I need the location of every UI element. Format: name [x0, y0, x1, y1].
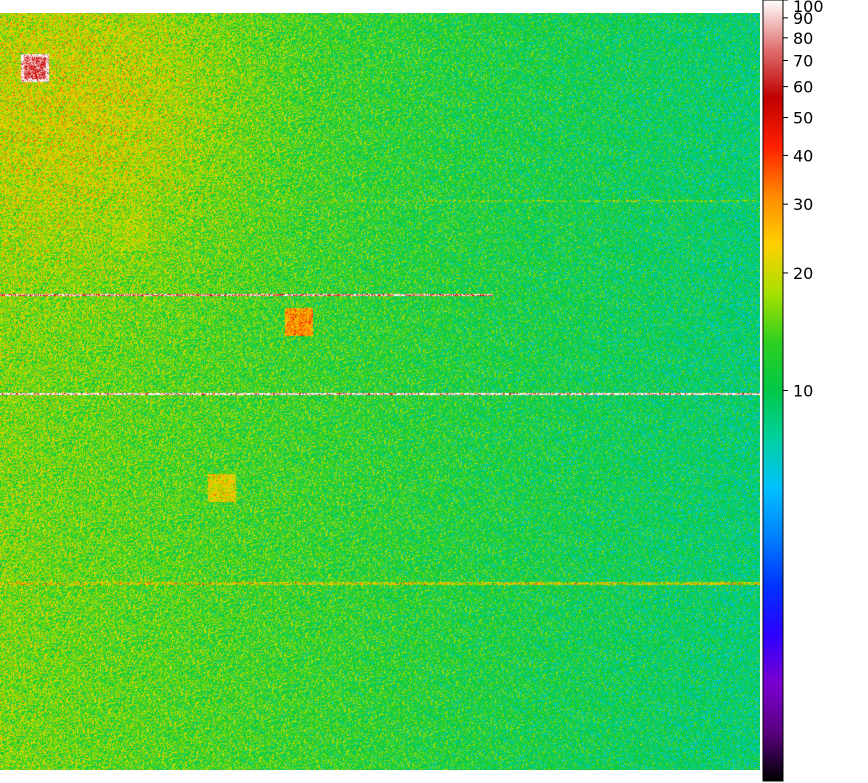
- colorbar-tick-label-70: 70: [793, 51, 813, 70]
- colorbar-tick-label-20: 20: [793, 264, 813, 283]
- colorbar-gradient: [762, 0, 784, 782]
- colorbar-tick-label-40: 40: [793, 146, 813, 165]
- colorbar-tick-label-10: 10: [793, 382, 813, 401]
- heatmap-image: [0, 13, 760, 770]
- colorbar-tick-label-50: 50: [793, 109, 813, 128]
- colorbar-tick-label-90: 90: [793, 9, 813, 28]
- colorbar-tick-label-60: 60: [793, 78, 813, 97]
- colorbar-tick-label-80: 80: [793, 29, 813, 48]
- colorbar-tick-label-30: 30: [793, 195, 813, 214]
- colorbar-tick-label-100: 100: [793, 0, 824, 16]
